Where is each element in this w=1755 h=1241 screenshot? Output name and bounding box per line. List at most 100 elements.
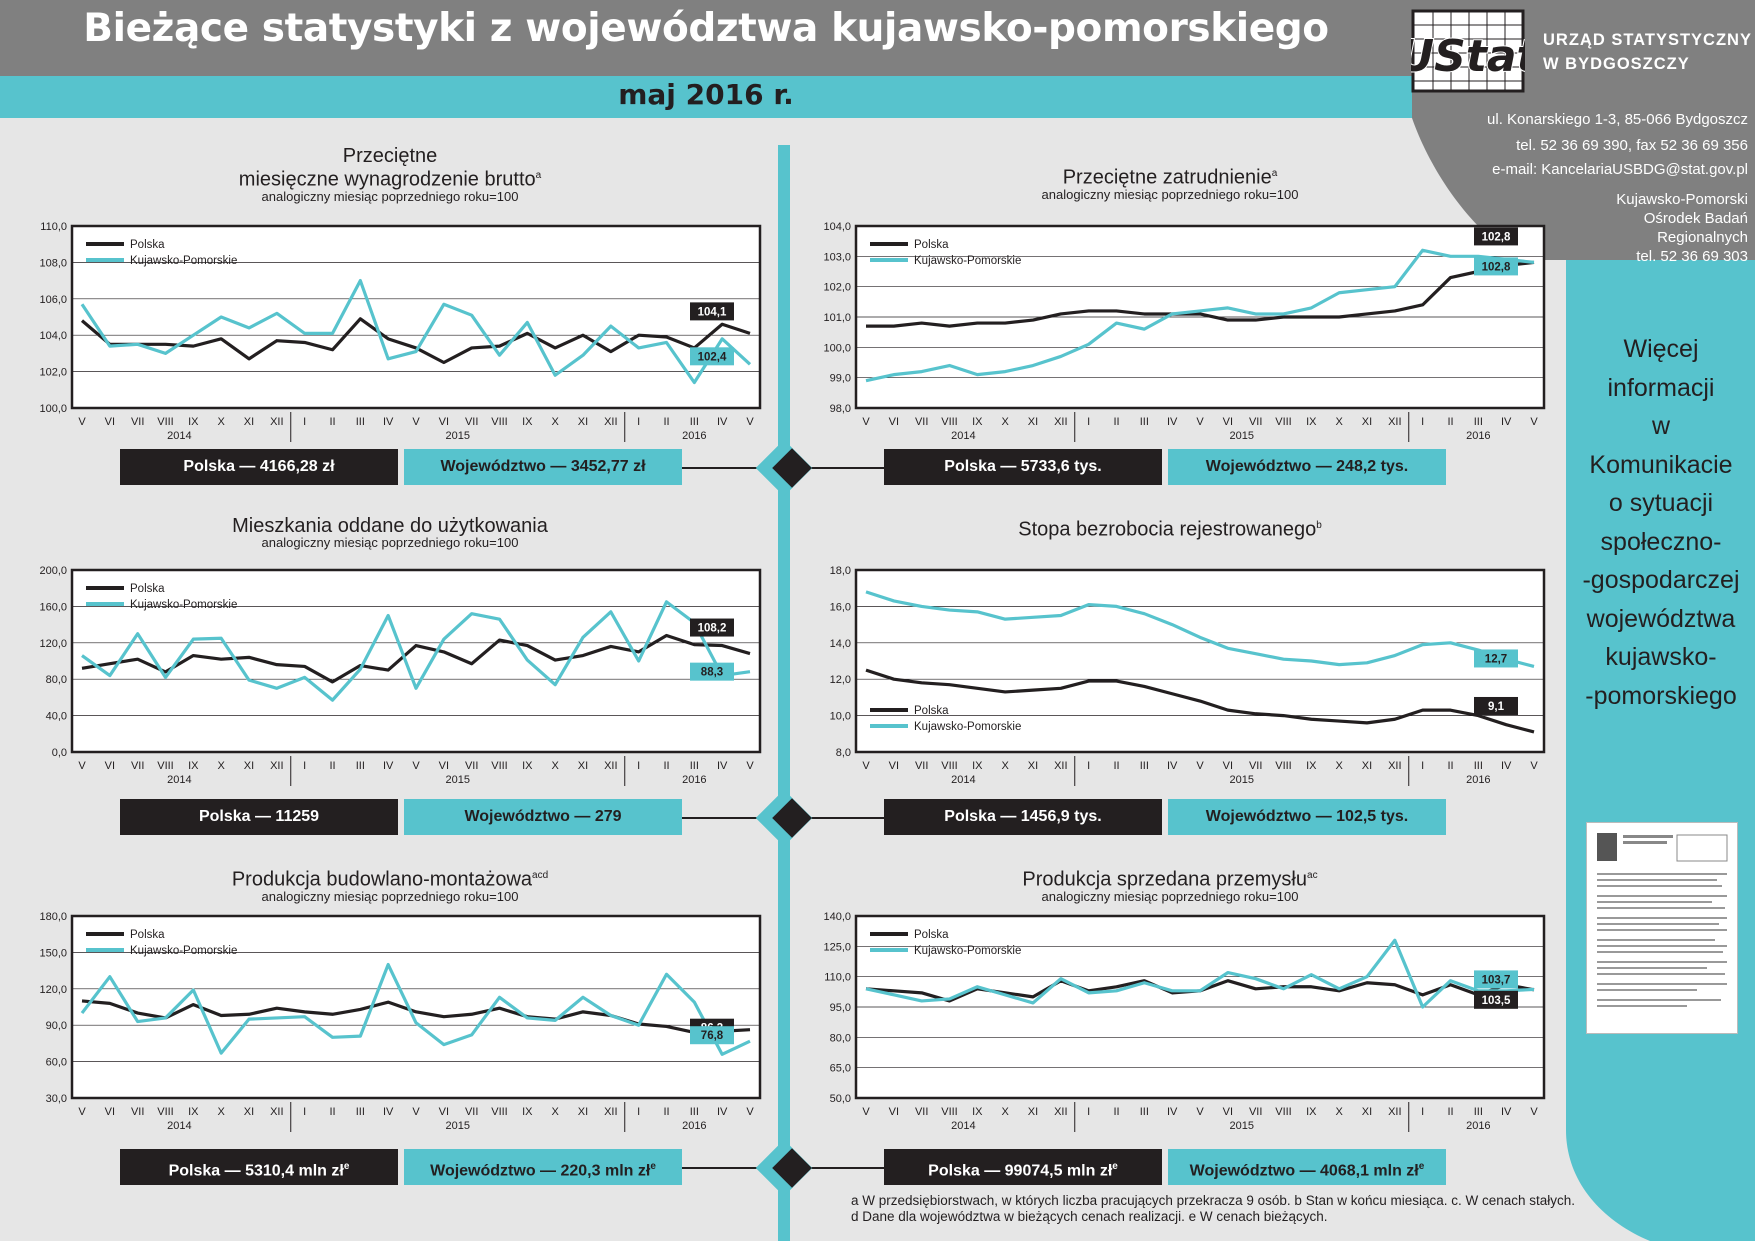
x-tick-label: IX	[522, 1106, 533, 1118]
center-line1: Kujawsko-Pomorski	[1616, 191, 1748, 208]
x-tick-label: IX	[188, 760, 199, 772]
connector-line	[610, 817, 770, 819]
value-label-box	[690, 1026, 734, 1045]
x-tick-label: V	[412, 760, 420, 772]
value-label-box	[690, 347, 734, 366]
x-tick-label: VII	[465, 760, 478, 772]
x-tick-label: VI	[889, 760, 899, 772]
legend-label: Polska	[130, 239, 165, 251]
value-label: 12,7	[1485, 653, 1507, 665]
value-label: 103,5	[1482, 995, 1511, 1007]
x-tick-label: IX	[972, 416, 983, 428]
x-tick-label: XI	[1362, 1106, 1372, 1118]
x-tick-label: I	[637, 416, 640, 428]
x-tick-label: IX	[188, 1106, 199, 1118]
x-tick-label: VII	[915, 1106, 928, 1118]
year-label: 2015	[446, 430, 470, 442]
housing-region-summary: Województwo — 279	[404, 799, 682, 835]
series-region-line	[80, 962, 751, 1056]
y-tick-label: 101,0	[823, 312, 851, 324]
plot-area	[70, 224, 762, 410]
x-tick-label: X	[1335, 760, 1343, 772]
year-label: 2014	[951, 774, 975, 786]
x-tick-label: II	[1113, 760, 1119, 772]
y-tick-label: 8,0	[836, 747, 851, 759]
y-tick-label: 60,0	[46, 1057, 67, 1069]
series-polska-line	[81, 633, 751, 684]
x-tick-label: V	[1196, 1106, 1204, 1118]
y-tick-label: 103,0	[823, 251, 851, 263]
x-tick-label: IX	[972, 1106, 983, 1118]
year-label: 2014	[951, 430, 975, 442]
connector-line	[800, 817, 884, 819]
y-tick-label: 125,0	[823, 941, 851, 953]
x-tick-label: V	[1530, 760, 1538, 772]
x-tick-label: XI	[1028, 760, 1038, 772]
x-tick-label: V	[862, 416, 870, 428]
x-tick-label: VIII	[941, 416, 958, 428]
legend-label: Kujawsko-Pomorskie	[130, 255, 237, 267]
x-tick-label: VI	[105, 1106, 115, 1118]
x-tick-label: I	[1421, 760, 1424, 772]
x-tick-label: II	[663, 760, 669, 772]
center-line3: Regionalnych	[1657, 229, 1748, 246]
x-tick-label: XI	[578, 760, 588, 772]
plot-area	[854, 568, 1546, 754]
x-tick-label: III	[1474, 416, 1483, 428]
value-label-box	[690, 662, 734, 681]
value-label: 88,3	[701, 667, 723, 679]
plot-area	[70, 568, 762, 754]
x-tick-label: XII	[270, 416, 283, 428]
x-tick-label: XI	[1362, 416, 1372, 428]
connector-line	[610, 1167, 770, 1169]
construction-title: Produkcja budowlano-montażowaacd analogi…	[231, 868, 549, 904]
report-thumbnail[interactable]	[1586, 822, 1738, 1034]
x-tick-label: VII	[465, 416, 478, 428]
unemployment-polska-summary: Polska — 1456,9 tys.	[884, 799, 1162, 835]
x-tick-label: II	[1447, 1106, 1453, 1118]
x-tick-label: II	[1447, 760, 1453, 772]
x-tick-label: IX	[188, 416, 199, 428]
value-label: 102,4	[698, 351, 727, 363]
y-tick-label: 120,0	[39, 984, 67, 996]
year-label: 2015	[1230, 430, 1254, 442]
office-email[interactable]: e-mail: KancelariaUSBDG@stat.gov.pl	[1492, 161, 1748, 178]
series-polska-line	[866, 260, 1535, 328]
y-tick-label: 99,0	[830, 373, 851, 385]
x-tick-label: XII	[1388, 416, 1401, 428]
housing-title: Mieszkania oddane do użytkowania analogi…	[232, 515, 548, 550]
y-tick-label: 12,0	[830, 674, 851, 686]
x-tick-label: XI	[1028, 416, 1038, 428]
x-tick-label: VII	[1249, 1106, 1262, 1118]
y-tick-label: 18,0	[830, 565, 851, 577]
value-label-box	[1474, 649, 1518, 668]
y-tick-label: 14,0	[830, 638, 851, 650]
x-tick-label: X	[217, 760, 225, 772]
x-tick-label: IV	[717, 416, 728, 428]
header-bar	[0, 0, 1412, 76]
x-tick-label: X	[1001, 760, 1009, 772]
x-tick-label: V	[78, 760, 86, 772]
industry-polska-summary: Polska — 99074,5 mln złe	[884, 1149, 1162, 1185]
series-region-line	[865, 248, 1535, 383]
more-info-text: Więcej informacji w Komunikacie o sytuacji…	[1582, 335, 1740, 710]
x-tick-label: VI	[1223, 1106, 1233, 1118]
x-tick-label: III	[690, 1106, 699, 1118]
year-label: 2015	[446, 774, 470, 786]
x-tick-label: IX	[522, 416, 533, 428]
x-tick-label: II	[329, 1106, 335, 1118]
x-tick-label: II	[1113, 1106, 1119, 1118]
y-tick-label: 150,0	[39, 947, 67, 959]
year-label: 2015	[446, 1120, 470, 1132]
value-label: 103,7	[1482, 974, 1511, 986]
y-tick-label: 180,0	[39, 911, 67, 923]
x-tick-label: XII	[1388, 1106, 1401, 1118]
x-tick-label: III	[1474, 1106, 1483, 1118]
year-label: 2014	[951, 1120, 975, 1132]
x-tick-label: V	[862, 1106, 870, 1118]
x-tick-label: X	[217, 1106, 225, 1118]
x-tick-label: X	[217, 416, 225, 428]
year-label: 2016	[1466, 774, 1490, 786]
industry-title: Produkcja sprzedana przemysłuac analogic…	[1022, 868, 1318, 904]
